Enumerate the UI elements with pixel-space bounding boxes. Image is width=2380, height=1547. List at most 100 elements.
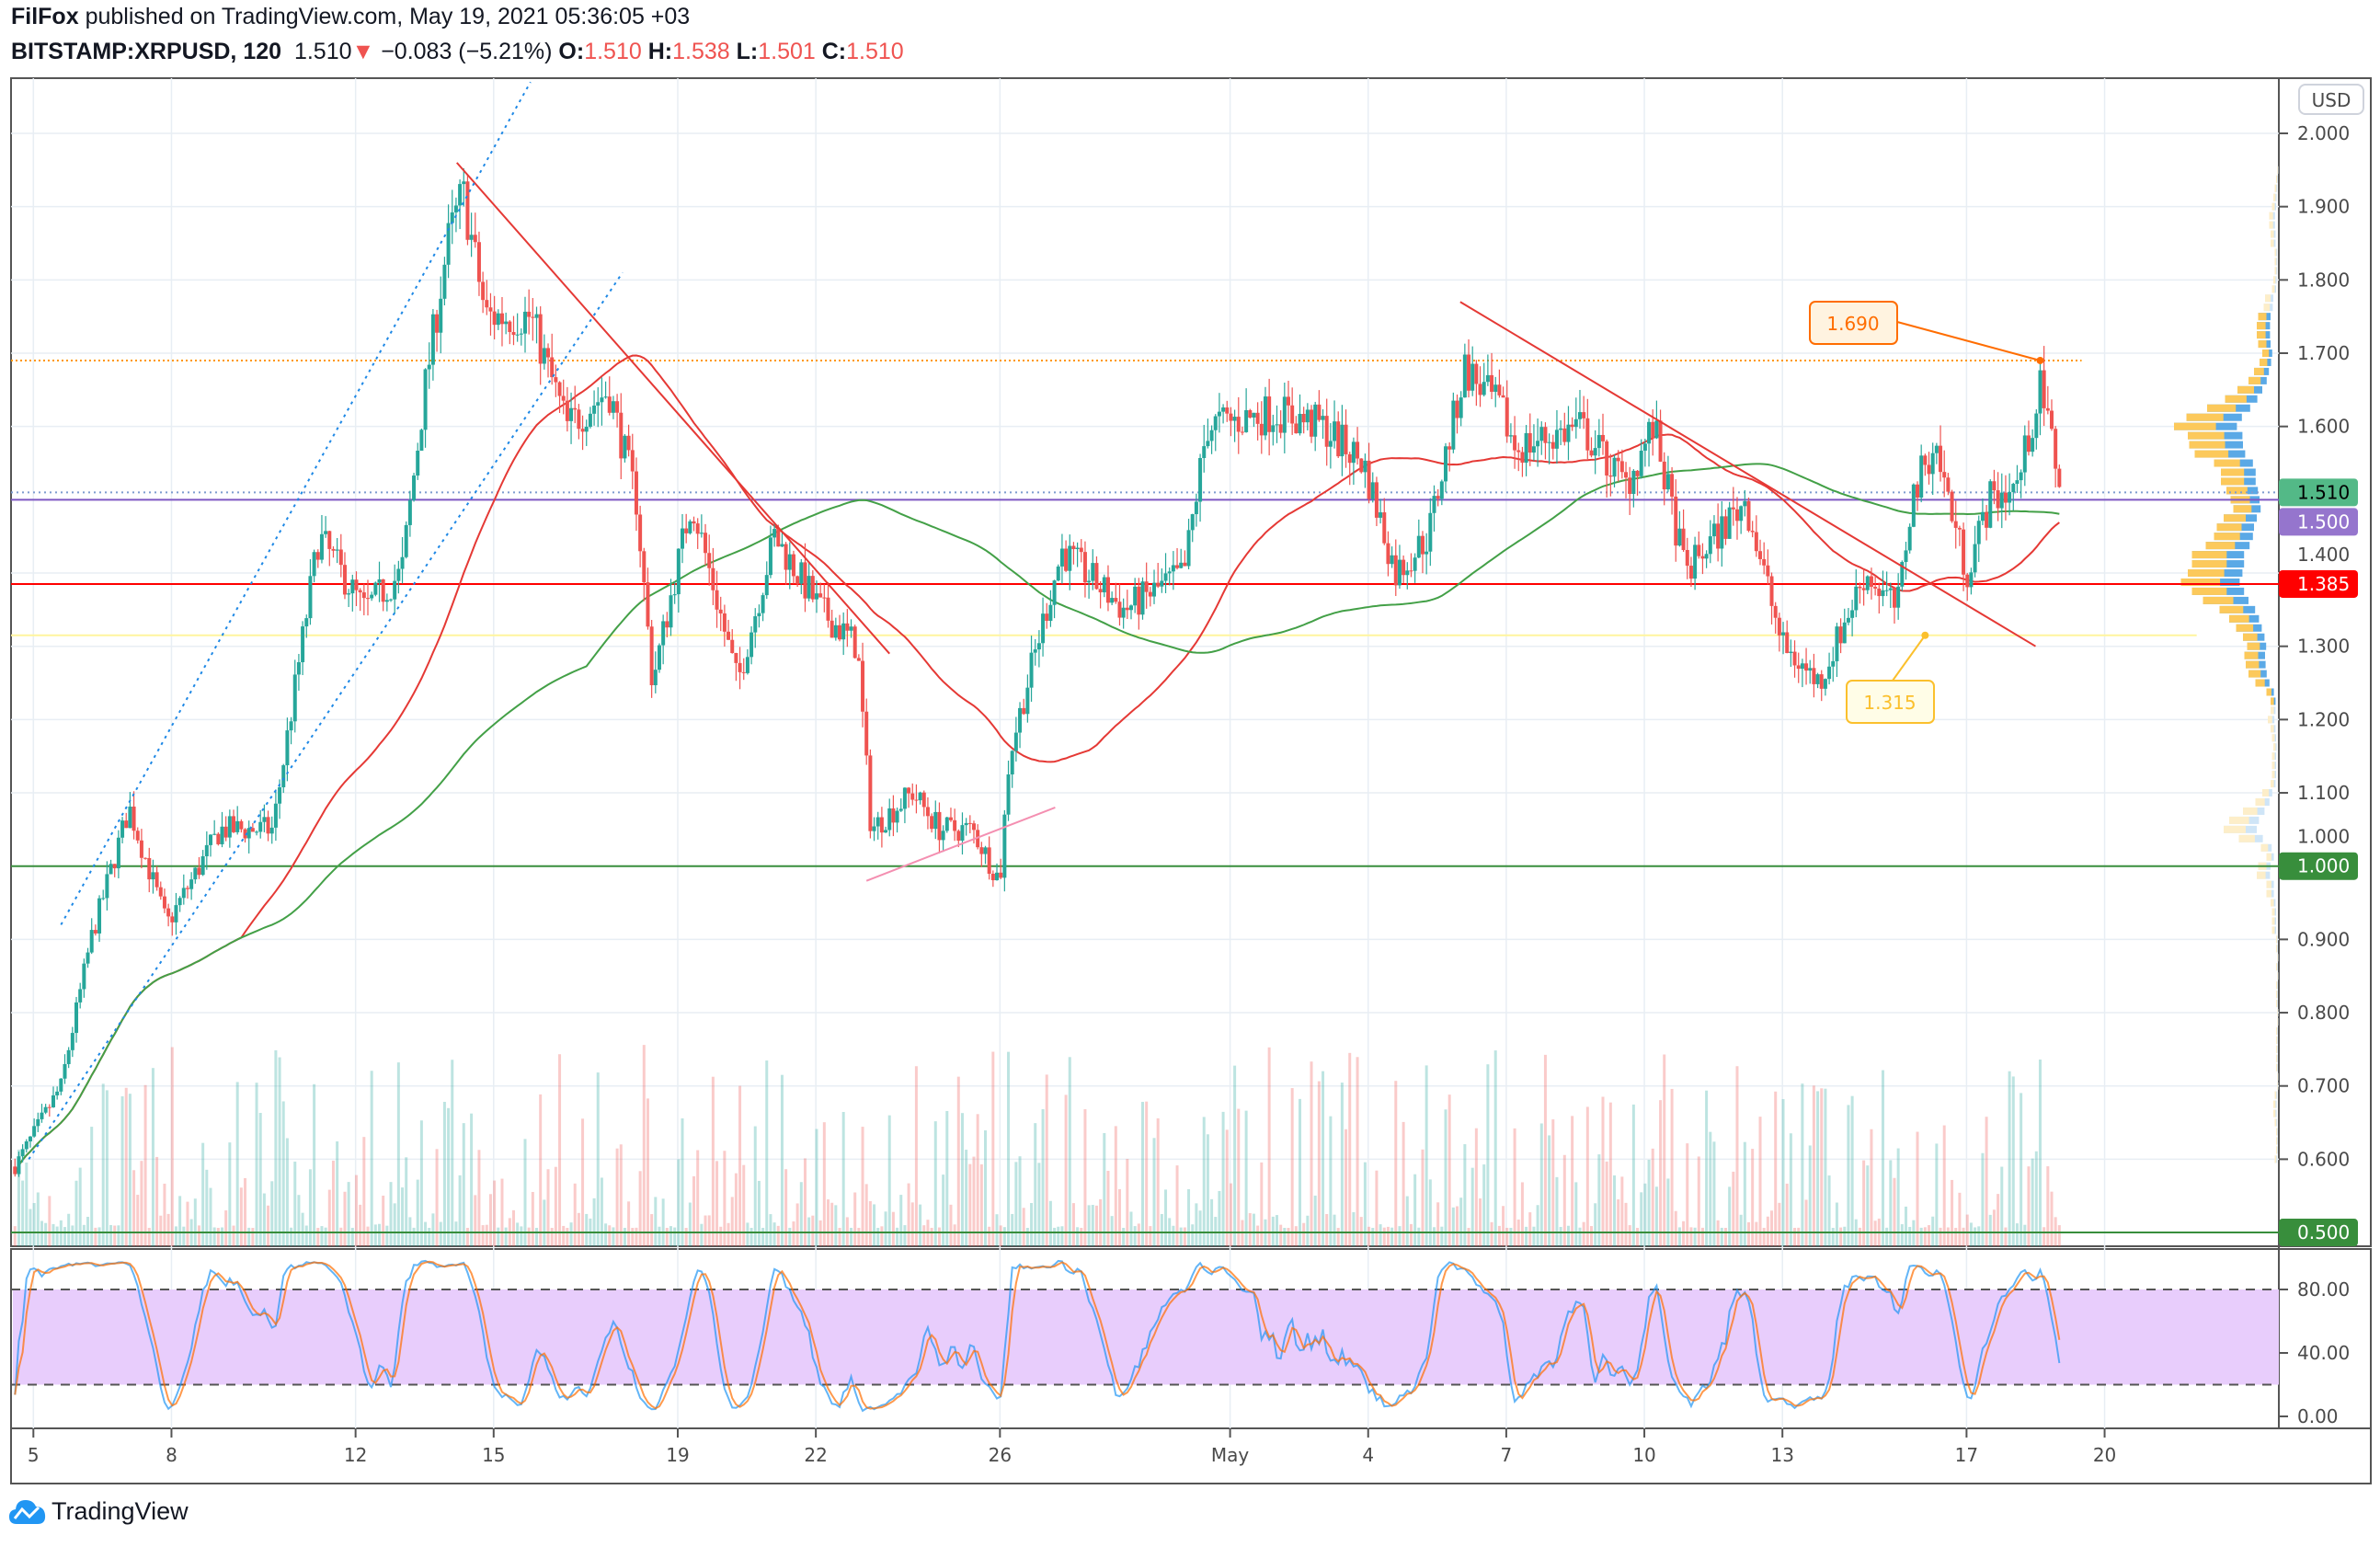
candle xyxy=(1631,470,1636,495)
volume-bar xyxy=(619,1144,623,1246)
volume-profile-bar-down xyxy=(2277,1009,2279,1017)
volume-bar xyxy=(239,1187,243,1246)
volume-bar xyxy=(811,1215,815,1246)
volume-bar xyxy=(2038,1060,2042,1246)
volume-bar xyxy=(968,1163,972,1246)
last-price: 1.510 xyxy=(293,39,352,64)
candle xyxy=(983,847,988,854)
volume-bar xyxy=(431,1213,435,1246)
volume-bar xyxy=(320,1226,324,1246)
candle xyxy=(2054,429,2058,469)
candle xyxy=(189,879,194,889)
currency-button[interactable] xyxy=(2298,84,2364,115)
volume-bar xyxy=(1905,1206,1908,1246)
symbol-name[interactable]: BITSTAMP:XRPUSD, 120 xyxy=(11,39,282,64)
trendline[interactable] xyxy=(60,81,532,925)
volume-bar xyxy=(803,1158,807,1246)
candle xyxy=(1209,430,1214,441)
candle xyxy=(1670,474,1675,497)
currency-label: USD xyxy=(2312,89,2351,111)
volume-bar xyxy=(327,1189,331,1246)
trendline[interactable] xyxy=(456,162,890,655)
volume-bar xyxy=(1728,1186,1732,1246)
candle xyxy=(1589,450,1594,456)
volume-profile-bar-down xyxy=(2221,477,2245,486)
volume-bar xyxy=(2000,1166,2004,1246)
volume-bar xyxy=(914,1066,918,1246)
volume-profile-bar-down xyxy=(2276,175,2278,183)
callout-line xyxy=(1892,635,1927,682)
candle xyxy=(1746,500,1751,532)
volume-bar xyxy=(1386,1226,1390,1246)
trendline[interactable] xyxy=(28,271,624,1160)
candle xyxy=(28,1136,32,1141)
candle xyxy=(135,831,140,841)
candle xyxy=(243,829,247,839)
candle xyxy=(1573,418,1578,428)
candle xyxy=(1221,407,1226,412)
candle xyxy=(1052,580,1057,605)
candle xyxy=(1858,586,1862,589)
candle xyxy=(112,864,117,869)
candle xyxy=(158,887,163,897)
volume-bar xyxy=(861,1127,864,1246)
volume-bar xyxy=(511,1209,515,1246)
volume-profile-bar-down xyxy=(2271,762,2275,770)
candle xyxy=(550,357,555,378)
volume-bar xyxy=(765,1060,769,1246)
candle xyxy=(197,867,201,876)
tradingview-logo[interactable]: TradingView xyxy=(9,1496,189,1526)
volume-bar xyxy=(581,1118,585,1246)
volume-bar xyxy=(723,1151,727,1246)
candle xyxy=(1405,570,1410,576)
volume-profile-bar-down xyxy=(2276,991,2278,999)
candle xyxy=(162,896,166,909)
candle xyxy=(1950,491,1954,521)
candle xyxy=(1117,602,1122,618)
candle xyxy=(1156,582,1161,587)
date-tick-label: 10 xyxy=(1632,1444,1655,1466)
volume-bar xyxy=(1585,1106,1589,1246)
volume-bar xyxy=(1969,1222,1973,1246)
volume-bar xyxy=(1137,1223,1140,1246)
volume-bar xyxy=(1275,1215,1278,1246)
candle xyxy=(335,549,339,551)
volume-bar xyxy=(922,1225,926,1246)
author-name[interactable]: FilFox xyxy=(11,4,79,29)
candle xyxy=(1888,588,1893,590)
volume-bar xyxy=(308,1169,312,1246)
candle xyxy=(427,364,431,370)
trendline[interactable] xyxy=(1459,301,2036,647)
volume-profile-bar-down xyxy=(2186,413,2224,421)
volume-bar xyxy=(1018,1156,1022,1246)
candle xyxy=(580,429,585,432)
candle xyxy=(1493,384,1498,392)
trendline[interactable] xyxy=(865,807,1056,882)
candle xyxy=(1347,453,1352,464)
candle xyxy=(1010,751,1014,775)
volume-bar xyxy=(984,1130,988,1246)
volume-bar xyxy=(412,1227,416,1246)
volume-profile-bar-down xyxy=(2248,670,2261,678)
volume-profile-bar-down xyxy=(2276,1146,2278,1154)
volume-bar xyxy=(235,1082,239,1246)
candle xyxy=(1681,528,1686,550)
candle xyxy=(757,613,761,617)
volume-bar xyxy=(435,1149,439,1246)
candle xyxy=(442,264,447,299)
candle xyxy=(499,313,504,325)
candle xyxy=(1390,555,1394,565)
volume-bar xyxy=(815,1129,818,1246)
candle xyxy=(1577,412,1582,419)
candle xyxy=(407,499,412,525)
candle xyxy=(1992,481,1997,491)
volume-bar xyxy=(1436,1202,1440,1246)
candle xyxy=(496,313,500,326)
candle xyxy=(864,711,869,756)
volume-bar xyxy=(1536,1205,1539,1246)
candle xyxy=(1516,450,1521,453)
volume-bar xyxy=(1195,1203,1198,1246)
volume-bar xyxy=(1670,1088,1674,1246)
volume-bar xyxy=(113,1225,117,1246)
